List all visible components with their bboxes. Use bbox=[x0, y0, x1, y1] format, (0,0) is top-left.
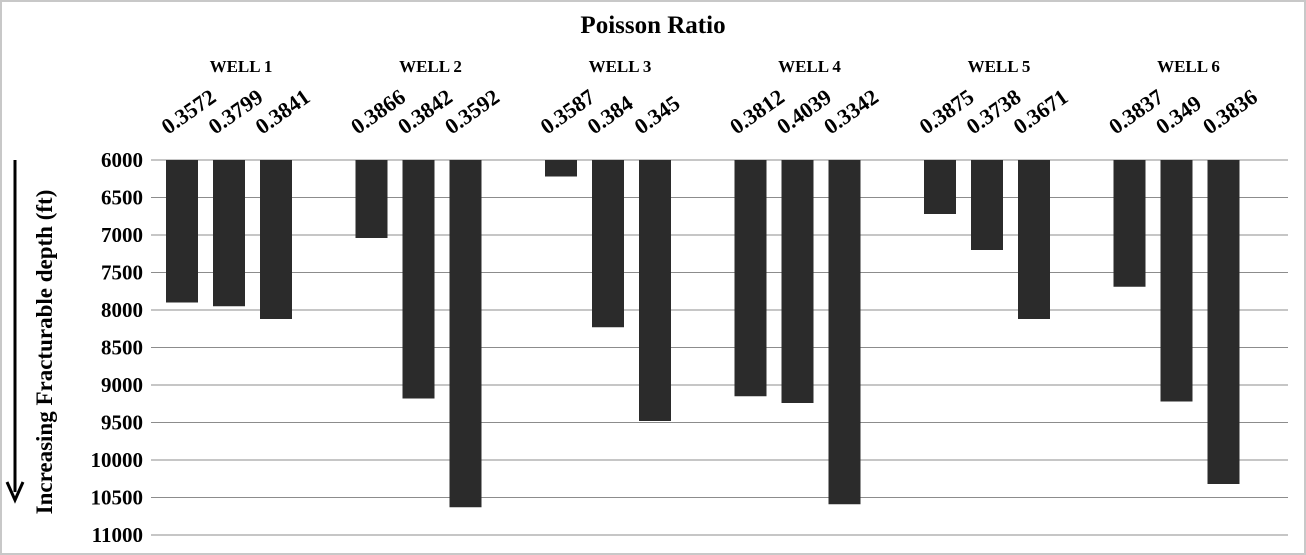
bar bbox=[1207, 160, 1240, 484]
y-tick-label: 6000 bbox=[101, 148, 143, 172]
bar bbox=[213, 160, 245, 307]
bar bbox=[971, 160, 1003, 250]
y-tick-label: 6500 bbox=[101, 186, 143, 210]
bar bbox=[1160, 160, 1193, 402]
y-tick-label: 11000 bbox=[92, 523, 143, 547]
bar bbox=[734, 160, 767, 397]
chart-title: Poisson Ratio bbox=[580, 12, 726, 39]
poisson-label: 0.3837 bbox=[1104, 84, 1168, 139]
poisson-label: 0.4039 bbox=[772, 84, 836, 139]
bar bbox=[1113, 160, 1146, 287]
well-label: WELL 3 bbox=[589, 57, 652, 76]
well-label: WELL 4 bbox=[778, 57, 841, 76]
bar bbox=[166, 160, 198, 303]
well-label: WELL 2 bbox=[399, 57, 462, 76]
y-tick-label: 7500 bbox=[101, 261, 143, 285]
y-tick-label: 8000 bbox=[101, 298, 143, 322]
poisson-label: 0.3572 bbox=[157, 84, 221, 139]
poisson-label: 0.3866 bbox=[346, 84, 410, 139]
poisson-label: 0.3592 bbox=[440, 84, 504, 139]
bar bbox=[924, 160, 956, 214]
bar bbox=[449, 160, 482, 508]
y-tick-label: 9000 bbox=[101, 373, 143, 397]
poisson-label: 0.3671 bbox=[1009, 84, 1073, 139]
poisson-label: 0.3875 bbox=[915, 84, 979, 139]
bar bbox=[592, 160, 624, 328]
bar bbox=[355, 160, 388, 238]
y-tick-label: 10500 bbox=[91, 486, 144, 510]
well-label: WELL 1 bbox=[210, 57, 273, 76]
bar bbox=[402, 160, 435, 399]
well-label: WELL 6 bbox=[1157, 57, 1220, 76]
poisson-label: 0.3799 bbox=[204, 84, 268, 139]
y-tick-label: 10000 bbox=[91, 448, 144, 472]
poisson-label: 0.3836 bbox=[1198, 84, 1262, 139]
poisson-label: 0.345 bbox=[630, 90, 685, 139]
axis-arrow-head bbox=[5, 481, 25, 504]
poisson-label: 0.3342 bbox=[819, 84, 883, 139]
bar bbox=[781, 160, 814, 403]
y-tick-label: 9500 bbox=[101, 411, 143, 435]
poisson-label: 0.3841 bbox=[251, 84, 315, 139]
bar bbox=[545, 160, 577, 177]
bar bbox=[828, 160, 861, 505]
poisson-label: 0.3738 bbox=[962, 84, 1026, 139]
poisson-label: 0.3587 bbox=[536, 84, 600, 139]
poisson-label: 0.3812 bbox=[725, 84, 789, 139]
bar bbox=[1018, 160, 1050, 319]
bar bbox=[639, 160, 671, 421]
bar bbox=[260, 160, 292, 319]
y-tick-label: 8500 bbox=[101, 336, 143, 360]
y-tick-label: 7000 bbox=[101, 223, 143, 247]
well-label: WELL 5 bbox=[968, 57, 1031, 76]
poisson-label: 0.3842 bbox=[393, 84, 457, 139]
